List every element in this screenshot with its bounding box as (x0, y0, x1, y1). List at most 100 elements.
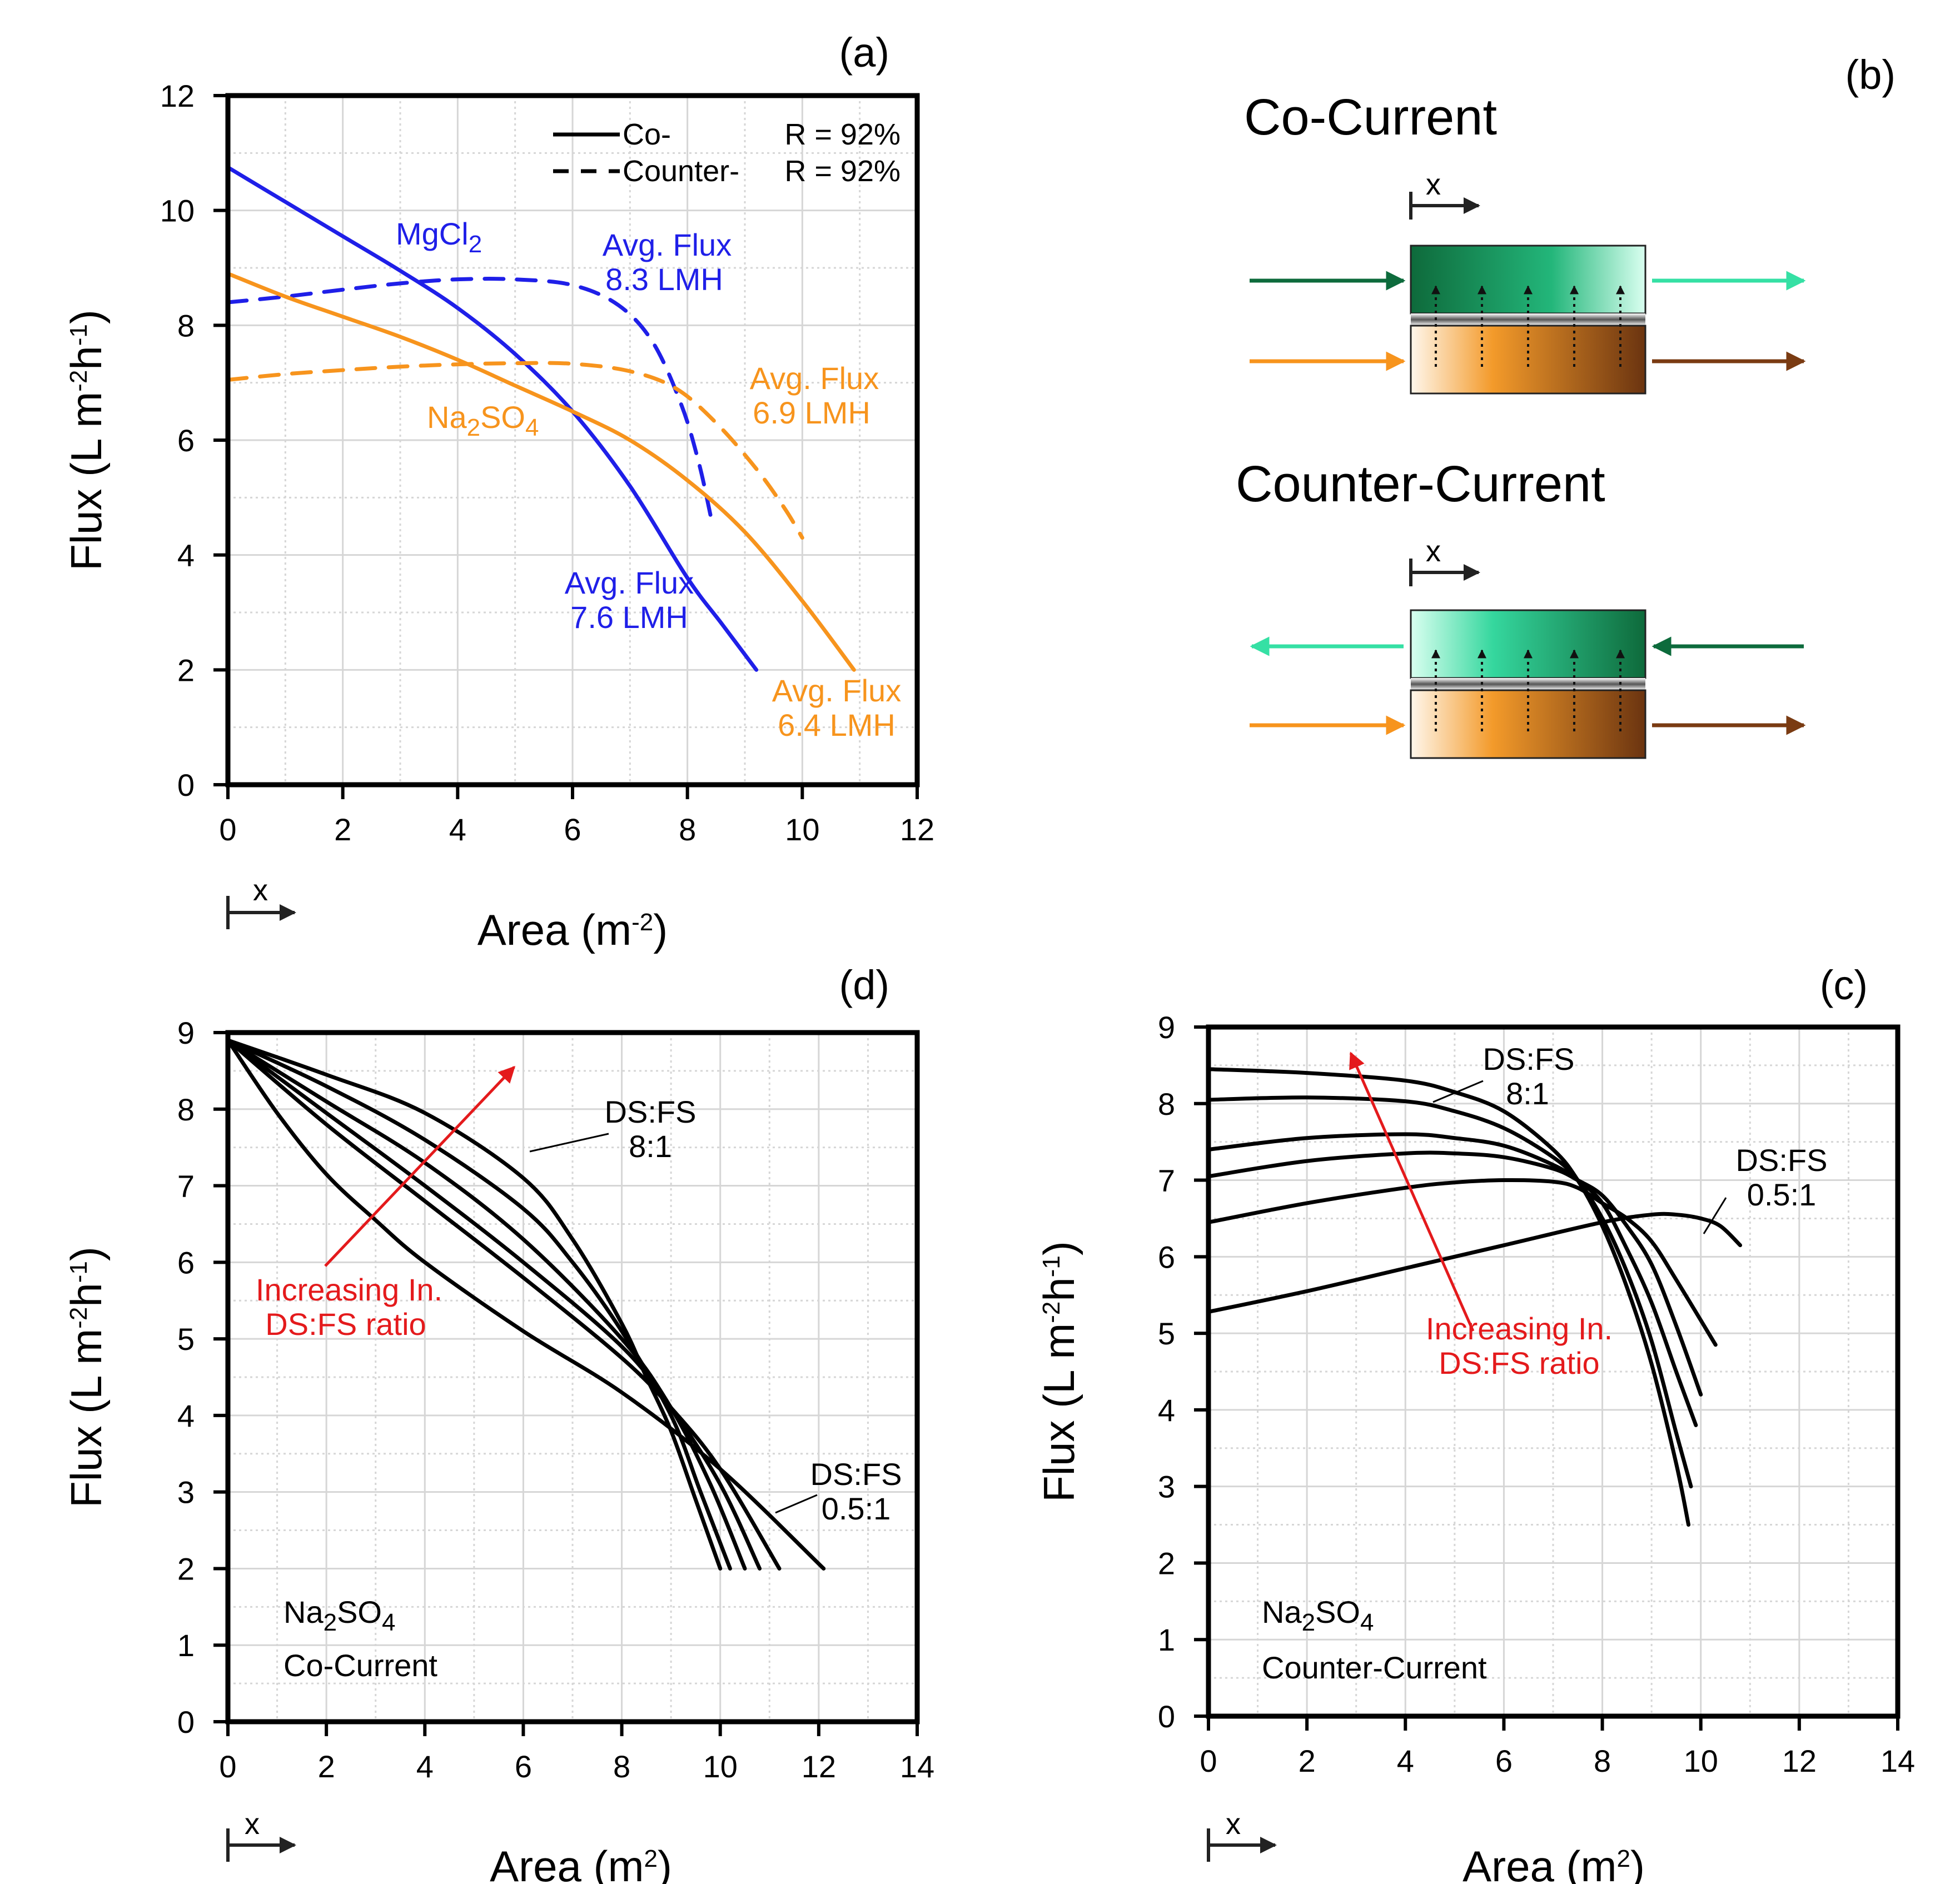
counter-current-x-marker: x (1409, 535, 1480, 586)
x-tick-label: 10 (785, 812, 819, 847)
y-tick-label: 10 (160, 193, 195, 228)
c-species: Na2SO4 (1262, 1594, 1374, 1636)
d-mode: Co-Current (283, 1648, 437, 1683)
y-tick-label: 1 (1158, 1622, 1175, 1657)
y-tick-label: 3 (177, 1475, 195, 1510)
x-tick-label: 12 (900, 812, 934, 847)
series-line-a-2 (226, 271, 856, 672)
y-tick-label: 0 (177, 1704, 195, 1740)
series-line-c-1 (1206, 1095, 1693, 1489)
y-tick-label: 2 (1158, 1546, 1175, 1581)
counter-current-module (1250, 609, 1806, 759)
legend-co-label: Co- (623, 118, 671, 151)
y-tick-label: 4 (1158, 1393, 1175, 1428)
co-current-x-marker: x (1409, 168, 1480, 220)
panel-d-ylabel: Flux (L m-2h-1) (62, 1247, 111, 1508)
x-tick-label: 12 (1782, 1743, 1817, 1778)
y-tick-label: 0 (177, 767, 195, 803)
panel-a-label: (a) (839, 29, 889, 76)
panel-d-flow-direction: x (226, 1807, 296, 1862)
mgcl2-label: MgCl2 (396, 216, 482, 258)
y-tick-label: 8 (1158, 1086, 1175, 1122)
x-tick-label: 0 (1200, 1743, 1217, 1778)
panel-d-x-arrow-label: x (245, 1807, 260, 1841)
series-line-c-5 (1206, 1212, 1743, 1314)
panel-c-xlabel: Area (m2) (1462, 1842, 1645, 1884)
panel-c-grid (1208, 1027, 1898, 1716)
x-tick-label: 8 (679, 812, 696, 847)
series-line-d-3 (226, 1038, 762, 1571)
panel-d-grid (228, 1033, 917, 1722)
panel-a-flow-direction: x (226, 874, 296, 929)
panel-c-x-arrow-label: x (1226, 1807, 1241, 1841)
d-increasing-line1: Increasing In. (256, 1272, 442, 1307)
counter-water-flux-arrows (1431, 649, 1625, 731)
y-tick-label: 6 (177, 423, 195, 458)
panel-c-label: (c) (1820, 962, 1868, 1008)
y-tick-label: 8 (177, 308, 195, 343)
y-tick-label: 5 (1158, 1316, 1175, 1351)
panel-c-flow-direction: x (1207, 1807, 1277, 1862)
x-tick-label: 4 (449, 812, 466, 847)
panel-a-x-arrow-label: x (253, 874, 268, 907)
panel-a-series (226, 165, 856, 672)
c-increasing-line1: Increasing In. (1426, 1311, 1613, 1346)
x-tick-label: 0 (219, 812, 236, 847)
series-line-d-0 (226, 1038, 723, 1571)
c-increasing-line2: DS:FS ratio (1439, 1345, 1599, 1380)
x-tick-label: 14 (1881, 1743, 1915, 1778)
d-ratio-low-leader (775, 1494, 818, 1514)
x-tick-label: 2 (1299, 1743, 1316, 1778)
y-tick-label: 1 (177, 1628, 195, 1663)
x-tick-label: 6 (564, 812, 581, 847)
x-tick-label: 2 (334, 812, 351, 847)
x-tick-label: 4 (416, 1749, 434, 1784)
series-line-a-3 (226, 361, 804, 540)
c-ratio-low-leader (1703, 1197, 1727, 1234)
panel-d-label: (d) (839, 962, 889, 1008)
c-mode: Counter-Current (1262, 1650, 1487, 1685)
co-water-flux-arrows (1431, 285, 1625, 367)
panel-d-xlabel: Area (m2) (490, 1842, 672, 1884)
legend-counter-r: R = 92% (784, 154, 901, 188)
d-ratio-high-line1: DS:FS (605, 1094, 697, 1129)
series-line-d-4 (226, 1038, 782, 1571)
y-tick-label: 6 (177, 1245, 195, 1280)
panel-d-series (226, 1038, 826, 1571)
series-line-a-1 (226, 277, 713, 517)
c-ratio-low-line1: DS:FS (1736, 1143, 1828, 1178)
x-tick-label: 8 (1594, 1743, 1611, 1778)
series-line-c-2 (1206, 1132, 1698, 1427)
na2so4-label: Na2SO4 (427, 400, 539, 441)
y-tick-label: 3 (1158, 1469, 1175, 1504)
avg-na2so4-counter-line2: 6.9 LMH (753, 395, 870, 430)
y-tick-label: 6 (1158, 1239, 1175, 1274)
panel-d-frame (225, 1030, 920, 1724)
x-tick-label: 10 (703, 1749, 738, 1784)
counter-current-title: Counter-Current (1236, 456, 1605, 512)
x-tick-label: 10 (1684, 1743, 1718, 1778)
y-tick-label: 12 (160, 78, 195, 113)
panel-c-frame (1206, 1024, 1901, 1719)
y-tick-label: 4 (177, 1398, 195, 1433)
c-ratio-high-leader (1432, 1080, 1484, 1103)
x-tick-label: 0 (219, 1749, 236, 1784)
avg-mgcl2-co-line1: Avg. Flux (565, 565, 694, 600)
co-draw-channel (1410, 245, 1646, 315)
avg-na2so4-counter-line1: Avg. Flux (750, 361, 879, 396)
series-line-d-1 (226, 1038, 732, 1571)
d-ratio-high-line2: 8:1 (629, 1129, 672, 1164)
x-tick-label: 14 (900, 1749, 934, 1784)
y-tick-label: 8 (177, 1092, 195, 1127)
c-increasing-arrow (1349, 1051, 1475, 1332)
panel-a-ticks: 0 2 4 6 8 10 12 0 2 4 6 8 10 12 (160, 78, 934, 847)
series-line-c-4 (1206, 1178, 1718, 1347)
y-tick-label: 7 (1158, 1163, 1175, 1198)
c-ratio-low-line2: 0.5:1 (1747, 1177, 1817, 1212)
series-line-c-3 (1206, 1150, 1703, 1397)
c-ratio-high-line1: DS:FS (1483, 1041, 1575, 1076)
